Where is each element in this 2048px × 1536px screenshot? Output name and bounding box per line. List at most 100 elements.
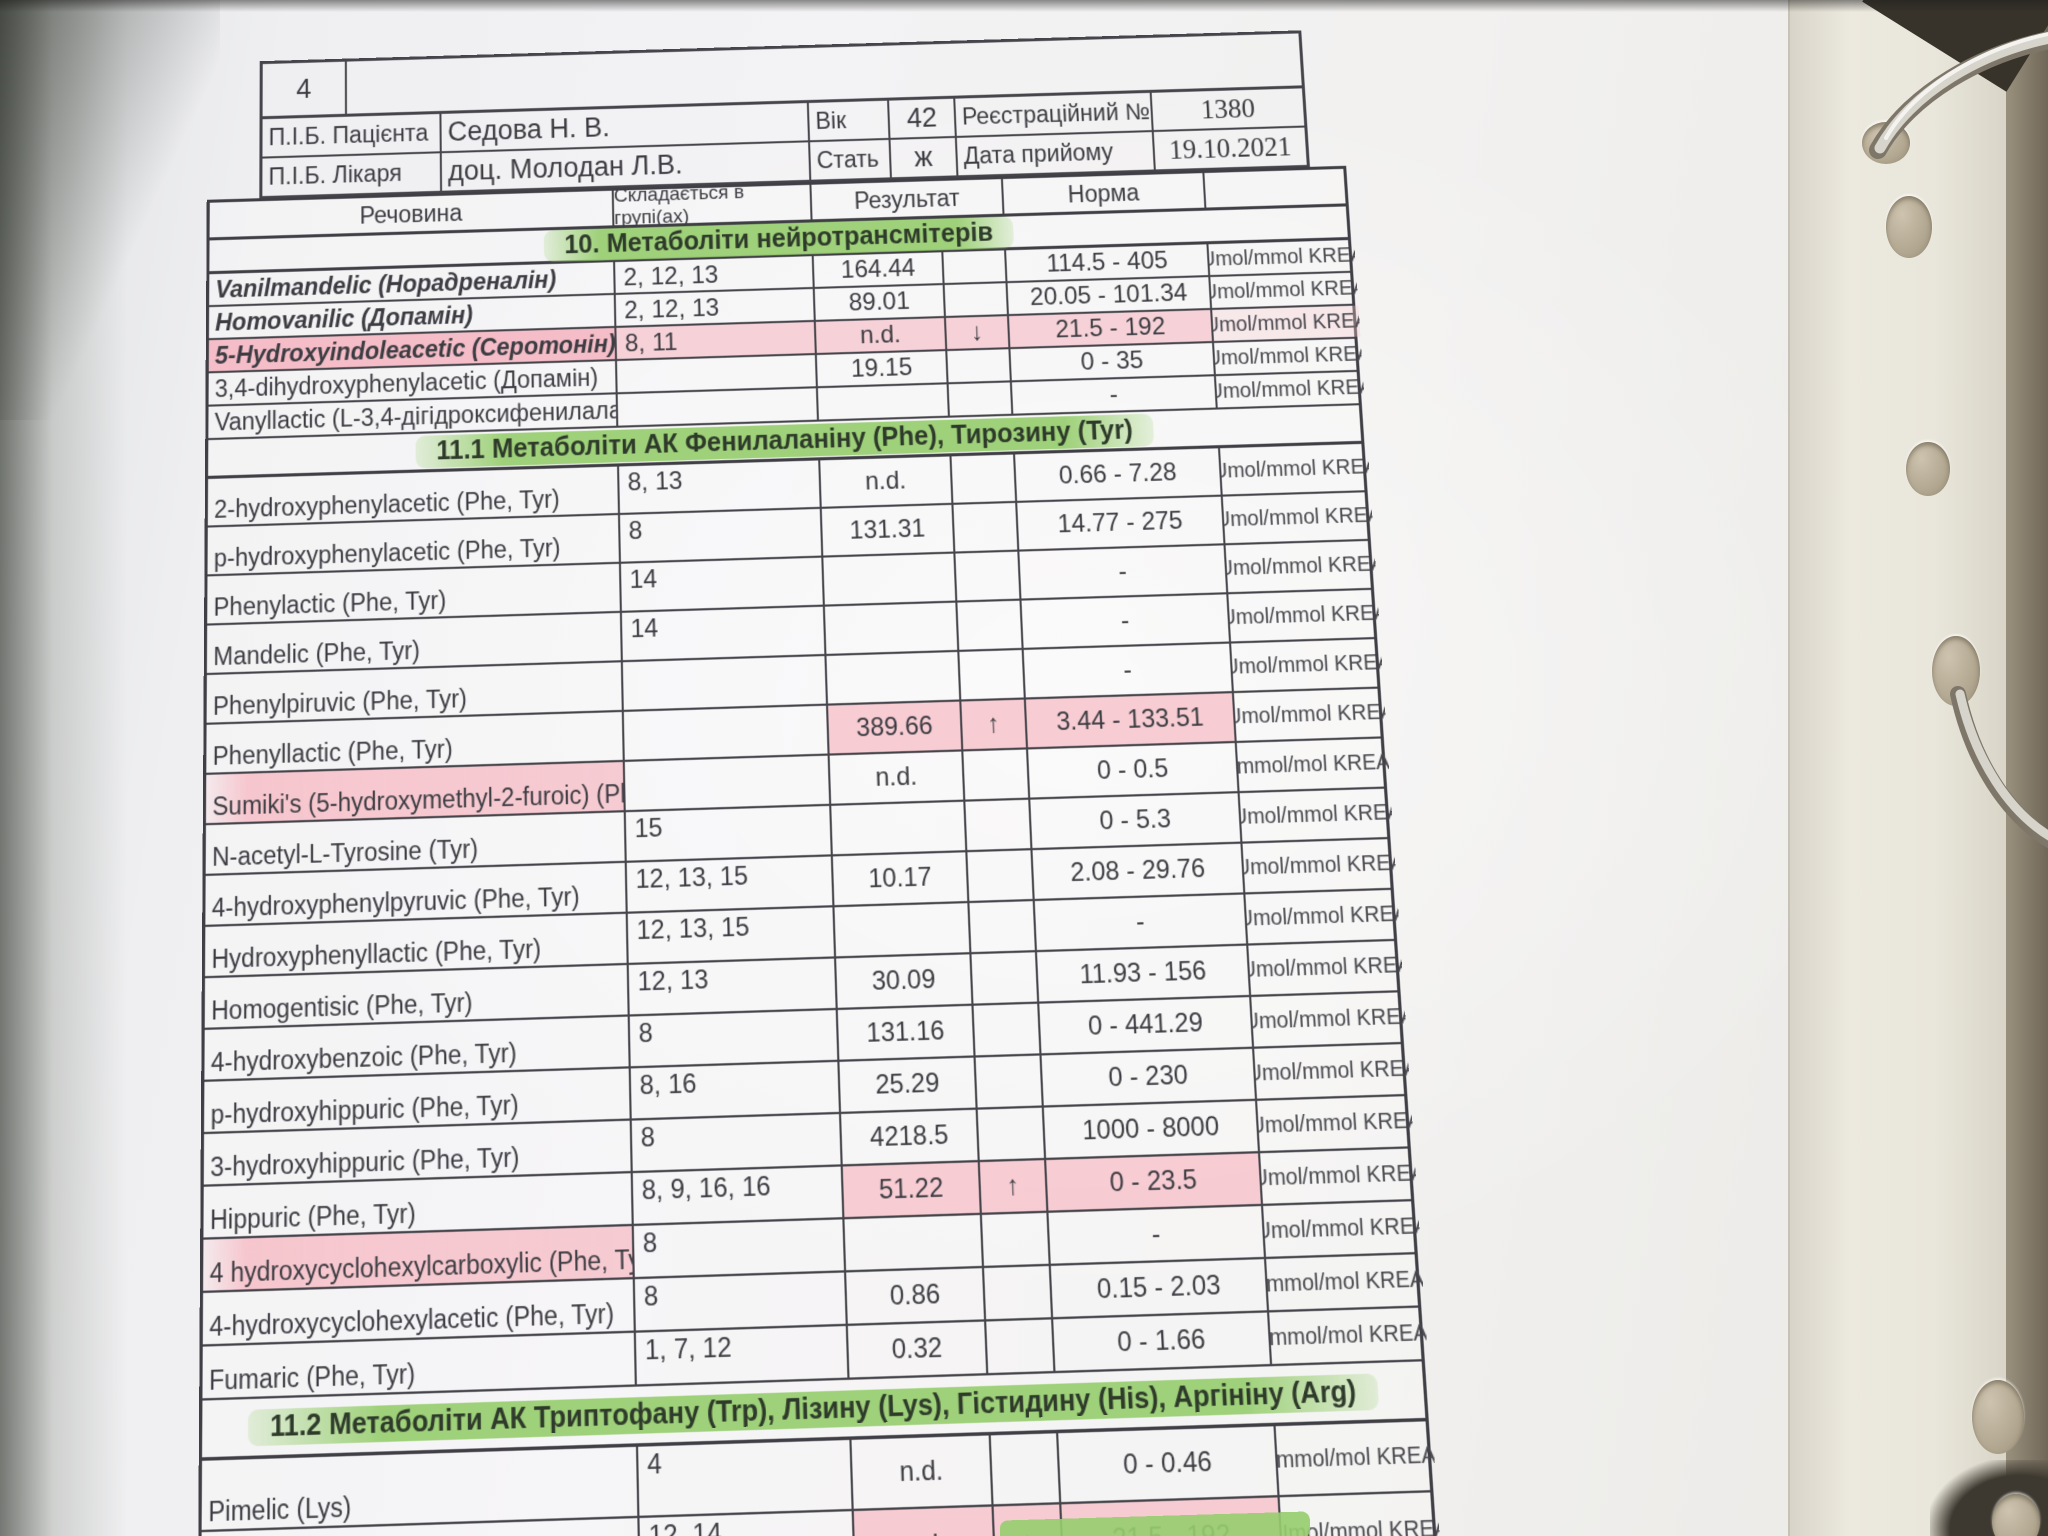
norm-cell: - xyxy=(1011,376,1218,414)
column-header-norm: Норма xyxy=(1002,173,1207,214)
group-cell: 8 xyxy=(629,1010,840,1067)
result-cell: 389.66 xyxy=(828,701,964,754)
result-cell: 164.44 xyxy=(813,252,945,287)
result-cell: n.d. xyxy=(853,1506,997,1536)
norm-cell: - xyxy=(1021,594,1232,648)
deviation-arrow-cell xyxy=(984,1265,1054,1320)
result-cell xyxy=(823,553,958,605)
unit-cell: Umol/mmol KREA xyxy=(1254,1055,1411,1086)
admission-date-label: Дата прийому xyxy=(956,132,1156,178)
deviation-arrow-cell xyxy=(951,454,1018,503)
norm-cell: - xyxy=(1019,545,1229,599)
unit-cell: Umol/mmol KREA xyxy=(1214,341,1363,370)
unit-cell: Umol/mmol KREA xyxy=(1212,305,1361,341)
deviation-arrow-cell xyxy=(963,749,1031,800)
group-cell xyxy=(623,705,830,760)
result-cell: 131.16 xyxy=(837,1005,976,1060)
unit-cell: Umol/mmol KREA xyxy=(1228,600,1381,630)
result-cell xyxy=(834,903,972,957)
norm-cell: 0 - 0.5 xyxy=(1028,743,1240,798)
age-value: 42 xyxy=(889,98,957,140)
group-cell: 14 xyxy=(620,557,825,611)
sex-value: ж xyxy=(890,137,959,180)
result-cell: 131.31 xyxy=(821,504,956,556)
deviation-arrow-cell xyxy=(967,850,1035,901)
deviation-arrow-cell xyxy=(948,382,1014,416)
patient-name-label: П.І.Б. Пацієнта xyxy=(262,113,442,159)
norm-cell: 21.5 - 192 xyxy=(1009,309,1214,348)
result-cell: 30.09 xyxy=(836,954,974,1008)
unit-cell: Umol/mmol KREA xyxy=(1248,952,1404,983)
group-cell: 8, 9, 16, 16 xyxy=(632,1166,845,1224)
deviation-arrow-cell xyxy=(981,1212,1051,1266)
deviation-arrow-cell xyxy=(965,799,1033,851)
result-cell: 25.29 xyxy=(839,1057,978,1112)
group-cell: 1, 7, 12 xyxy=(635,1325,850,1385)
unit-cell: Umol/mmol KREA xyxy=(1222,502,1374,532)
unit-cell: Umol/mmol KREA xyxy=(1242,850,1397,880)
result-cell xyxy=(817,384,950,420)
group-cell xyxy=(617,355,818,393)
result-cell: n.d. xyxy=(851,1435,994,1509)
norm-cell: 2.08 - 29.76 xyxy=(1032,843,1246,899)
deviation-arrow-cell: ↑ xyxy=(961,699,1029,750)
lab-report-document: 4 П.І.Б. Пацієнта Седова Н. В. Вік 42 Ре… xyxy=(196,29,1457,1536)
deviation-arrow-cell xyxy=(944,283,1009,316)
admission-date-value: 19.10.2021 xyxy=(1153,127,1307,172)
group-cell: 12, 13 xyxy=(628,958,838,1015)
section: 10. Метаболіти нейротрансмітерів Vanilman… xyxy=(208,206,1365,441)
group-cell xyxy=(624,755,832,811)
section: 11.1 Метаболіти АК Фенилаланіну (Phe), Т… xyxy=(202,405,1428,1401)
norm-cell: 0 - 5.3 xyxy=(1030,793,1243,849)
result-cell: 4218.5 xyxy=(841,1109,980,1165)
result-cell xyxy=(824,602,960,654)
norm-cell: 114.5 - 405 xyxy=(1006,244,1211,282)
unit-cell: mmol/mol KREA xyxy=(1236,749,1391,779)
norm-cell: - xyxy=(1023,643,1234,698)
registration-number-label: Реєстраційний № xyxy=(955,92,1154,138)
deviation-arrow-cell xyxy=(975,1055,1044,1108)
group-cell: 8, 16 xyxy=(630,1061,842,1119)
group-cell: 4 xyxy=(638,1439,854,1516)
group-cell xyxy=(622,656,829,710)
unit-cell: mmol/mol KREA xyxy=(1269,1319,1428,1351)
result-cell: 89.01 xyxy=(814,285,946,320)
unit-cell: Umol/mmol KREA xyxy=(1260,1160,1418,1191)
substance-cell: Pimelic (Lys) xyxy=(201,1446,640,1530)
unit-cell: Umol/mmol KREA xyxy=(1245,901,1401,931)
doctor-name-label: П.І.Б. Лікаря xyxy=(262,153,443,199)
group-cell: 2, 12, 13 xyxy=(615,288,816,326)
punch-hole xyxy=(1906,442,1950,496)
deviation-arrow-cell xyxy=(969,901,1037,953)
unit-cell: Umol/mmol KREA xyxy=(1208,243,1357,271)
unit-cell: Umol/mmol KREA xyxy=(1239,799,1394,830)
result-cell: 19.15 xyxy=(816,351,949,387)
norm-cell: - xyxy=(1048,1206,1267,1264)
norm-cell: 20.05 - 101.34 xyxy=(1007,277,1213,315)
punch-hole xyxy=(1992,1494,2040,1536)
deviation-arrow-cell xyxy=(986,1319,1056,1374)
deviation-arrow-cell: ↓ xyxy=(945,316,1011,350)
group-cell: 12, 13, 15 xyxy=(626,856,835,912)
column-header-group: Складається в групі(ах) xyxy=(614,182,813,229)
group-cell: 8 xyxy=(631,1114,843,1171)
deviation-arrow-cell xyxy=(947,349,1012,383)
binder-spine xyxy=(2006,0,2048,1536)
group-cell: 2, 12, 13 xyxy=(615,256,815,293)
norm-cell: - xyxy=(1034,894,1249,951)
deviation-arrow-cell xyxy=(957,600,1024,650)
norm-cell: 11.93 - 156 xyxy=(1037,945,1252,1002)
column-header-units xyxy=(1204,169,1351,208)
deviation-arrow-cell xyxy=(973,1003,1042,1056)
unit-cell: Umol/mmol KREA xyxy=(1263,1212,1421,1244)
norm-cell: 0 - 35 xyxy=(1010,343,1216,381)
result-cell: 51.22 xyxy=(842,1162,982,1218)
deviation-arrow-cell xyxy=(959,649,1026,700)
group-cell: 8 xyxy=(634,1272,848,1331)
norm-cell: 0 - 441.29 xyxy=(1039,997,1255,1054)
page-number: 4 xyxy=(262,61,347,117)
unit-cell: mmol/mol KREA xyxy=(1275,1441,1437,1474)
deviation-arrow-cell xyxy=(953,502,1020,552)
norm-cell: 0 - 23.5 xyxy=(1046,1153,1263,1211)
